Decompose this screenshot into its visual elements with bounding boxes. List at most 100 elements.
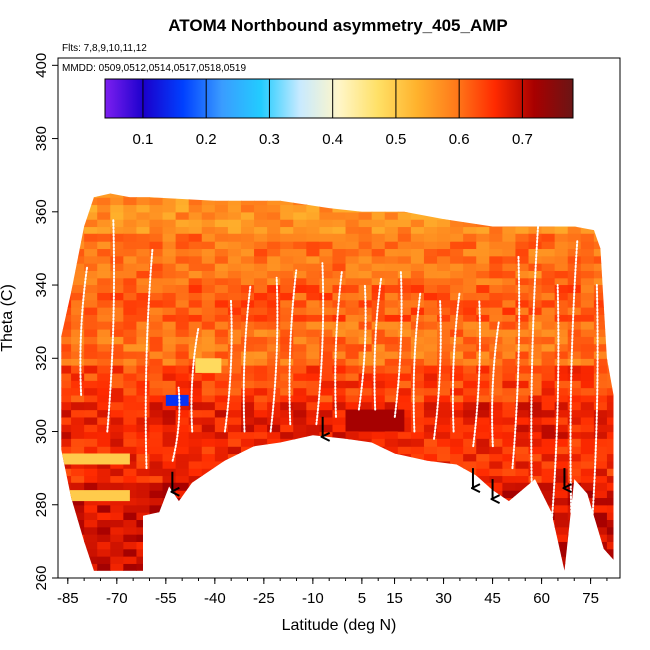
heatmap-cell: [437, 285, 451, 293]
heatmap-cell: [175, 248, 190, 257]
heatmap-cell: [502, 248, 517, 257]
heatmap-cell: [280, 241, 294, 250]
heatmap-cell: [502, 270, 517, 279]
heatmap-cell: [606, 482, 614, 491]
heatmap-cell: [136, 548, 151, 557]
heatmap-cell: [450, 299, 464, 308]
heatmap-cell: [502, 563, 517, 571]
heatmap-cell: [554, 233, 569, 242]
heatmap-cell: [162, 365, 177, 374]
heatmap-cell: [162, 226, 177, 235]
heatmap-cell: [201, 534, 216, 542]
heatmap-cell: [254, 475, 268, 484]
heatmap-cell: [437, 343, 451, 352]
heatmap-cell: [345, 321, 360, 330]
heatmap-cell: [201, 380, 216, 389]
heatmap-cell: [240, 270, 255, 279]
heatmap-cell: [476, 453, 490, 462]
heatmap-cell: [306, 204, 320, 213]
heatmap-cell: [240, 387, 255, 396]
heatmap-cell: [188, 556, 203, 564]
heatmap-cell: [554, 402, 569, 411]
heatmap-cell: [423, 497, 438, 506]
heatmap-cell: [358, 211, 373, 220]
heatmap-cell: [175, 541, 190, 550]
heatmap-cell: [319, 512, 334, 521]
heatmap-cell: [593, 233, 608, 242]
heatmap-cell: [319, 482, 334, 491]
heatmap-cell: [188, 519, 203, 528]
heatmap-cell: [110, 365, 124, 374]
heatmap-cell: [240, 211, 255, 220]
heatmap-cell: [71, 512, 85, 521]
heatmap-cell: [489, 328, 503, 337]
heatmap-cell: [123, 248, 138, 257]
heatmap-cell: [280, 453, 294, 462]
heatmap-cell: [580, 387, 595, 396]
heatmap-cell: [606, 460, 614, 469]
heatmap-cell: [267, 292, 281, 301]
heatmap-cell: [84, 526, 98, 535]
heatmap-cell: [201, 563, 216, 571]
heatmap-cell: [541, 570, 556, 571]
heatmap-cell: [541, 270, 556, 279]
heatmap-cell: [280, 358, 294, 367]
heatmap-cell: [476, 321, 490, 330]
heatmap-cell: [149, 512, 164, 521]
heatmap-cell: [71, 402, 85, 411]
heatmap-cell: [175, 219, 190, 228]
heatmap-cell: [319, 438, 334, 447]
heatmap-cell: [345, 307, 360, 315]
heatmap-cell: [515, 321, 530, 330]
heatmap-cell: [489, 380, 503, 389]
heatmap-cell: [332, 563, 347, 571]
heatmap-cell: [515, 277, 530, 286]
heatmap-cell: [450, 416, 464, 425]
heatmap-cell: [110, 336, 124, 345]
heatmap-cell: [149, 307, 164, 315]
heatmap-cell: [371, 526, 386, 535]
heatmap-cell: [280, 497, 294, 506]
heatmap-cell: [593, 519, 608, 528]
heatmap-cell: [319, 453, 334, 462]
heatmap-cell: [332, 438, 347, 447]
heatmap-cell: [358, 497, 373, 506]
heatmap-cell: [162, 387, 177, 396]
heatmap-cell: [567, 328, 582, 337]
heatmap-cell: [593, 438, 608, 447]
heatmap-cell: [580, 446, 595, 455]
heatmap-cell: [463, 248, 477, 257]
heatmap-cell: [97, 350, 111, 359]
heatmap-cell: [345, 372, 360, 381]
heatmap-cell: [489, 424, 503, 433]
heatmap-cell: [345, 248, 360, 257]
heatmap-cell: [423, 402, 438, 411]
heatmap-cell: [306, 453, 320, 462]
heatmap-cell: [214, 292, 229, 301]
heatmap-cell: [476, 343, 490, 352]
heatmap-cell: [397, 233, 412, 242]
heatmap-cell: [567, 548, 582, 557]
heatmap-cell: [502, 387, 517, 396]
heatmap-cell: [528, 460, 543, 469]
heatmap-cell: [71, 482, 85, 491]
heatmap-cell: [593, 350, 608, 359]
heatmap-cell: [371, 497, 386, 506]
heatmap-cell: [450, 475, 464, 484]
heatmap-cell: [476, 263, 490, 271]
heatmap-cell: [136, 241, 151, 250]
heatmap-cell: [450, 380, 464, 389]
heatmap-cell: [293, 541, 307, 550]
heatmap-cell: [254, 556, 268, 564]
heatmap-cell: [580, 204, 595, 213]
heatmap-cell: [463, 255, 477, 264]
heatmap-cell: [149, 321, 164, 330]
heatmap-cell: [71, 211, 85, 220]
heatmap-cell: [188, 541, 203, 550]
heatmap-cell: [254, 416, 268, 425]
heatmap-cell: [227, 299, 242, 308]
heatmap-cell: [580, 394, 595, 403]
heatmap-cell: [293, 350, 307, 359]
heatmap-cell: [606, 394, 614, 403]
heatmap-cell: [502, 416, 517, 425]
